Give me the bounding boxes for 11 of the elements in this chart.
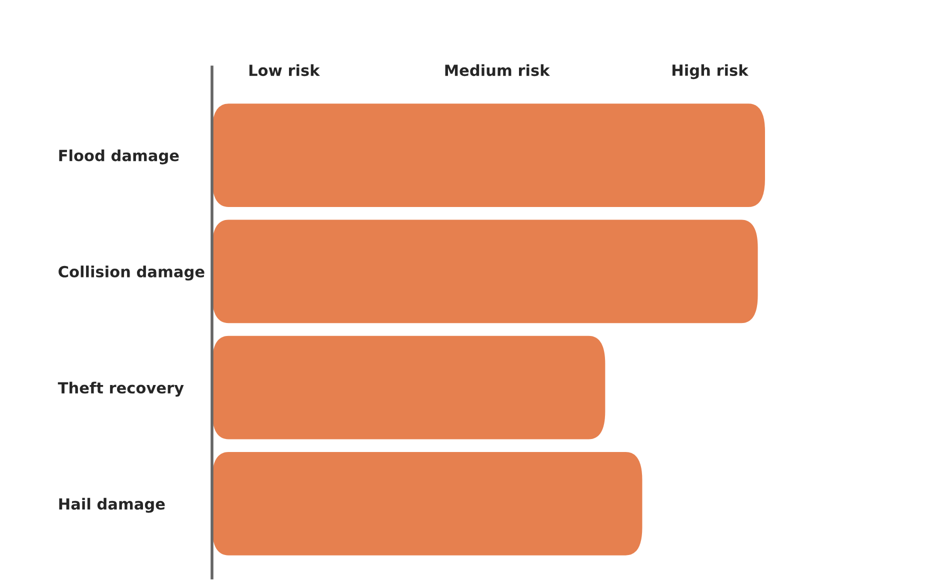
y-tick-label: Theft recovery [58,382,184,397]
y-tick-label: Collision damage [58,266,204,280]
annotation: High risk [672,64,749,80]
annotation: Low risk [249,64,320,76]
bar [212,336,606,440]
bar [212,452,642,556]
bar [212,104,765,207]
annotation: Medium risk [445,64,550,76]
y-tick-label: Flood damage [59,149,179,164]
y-tick-label: Hail damage [59,498,165,513]
bar [212,220,758,324]
